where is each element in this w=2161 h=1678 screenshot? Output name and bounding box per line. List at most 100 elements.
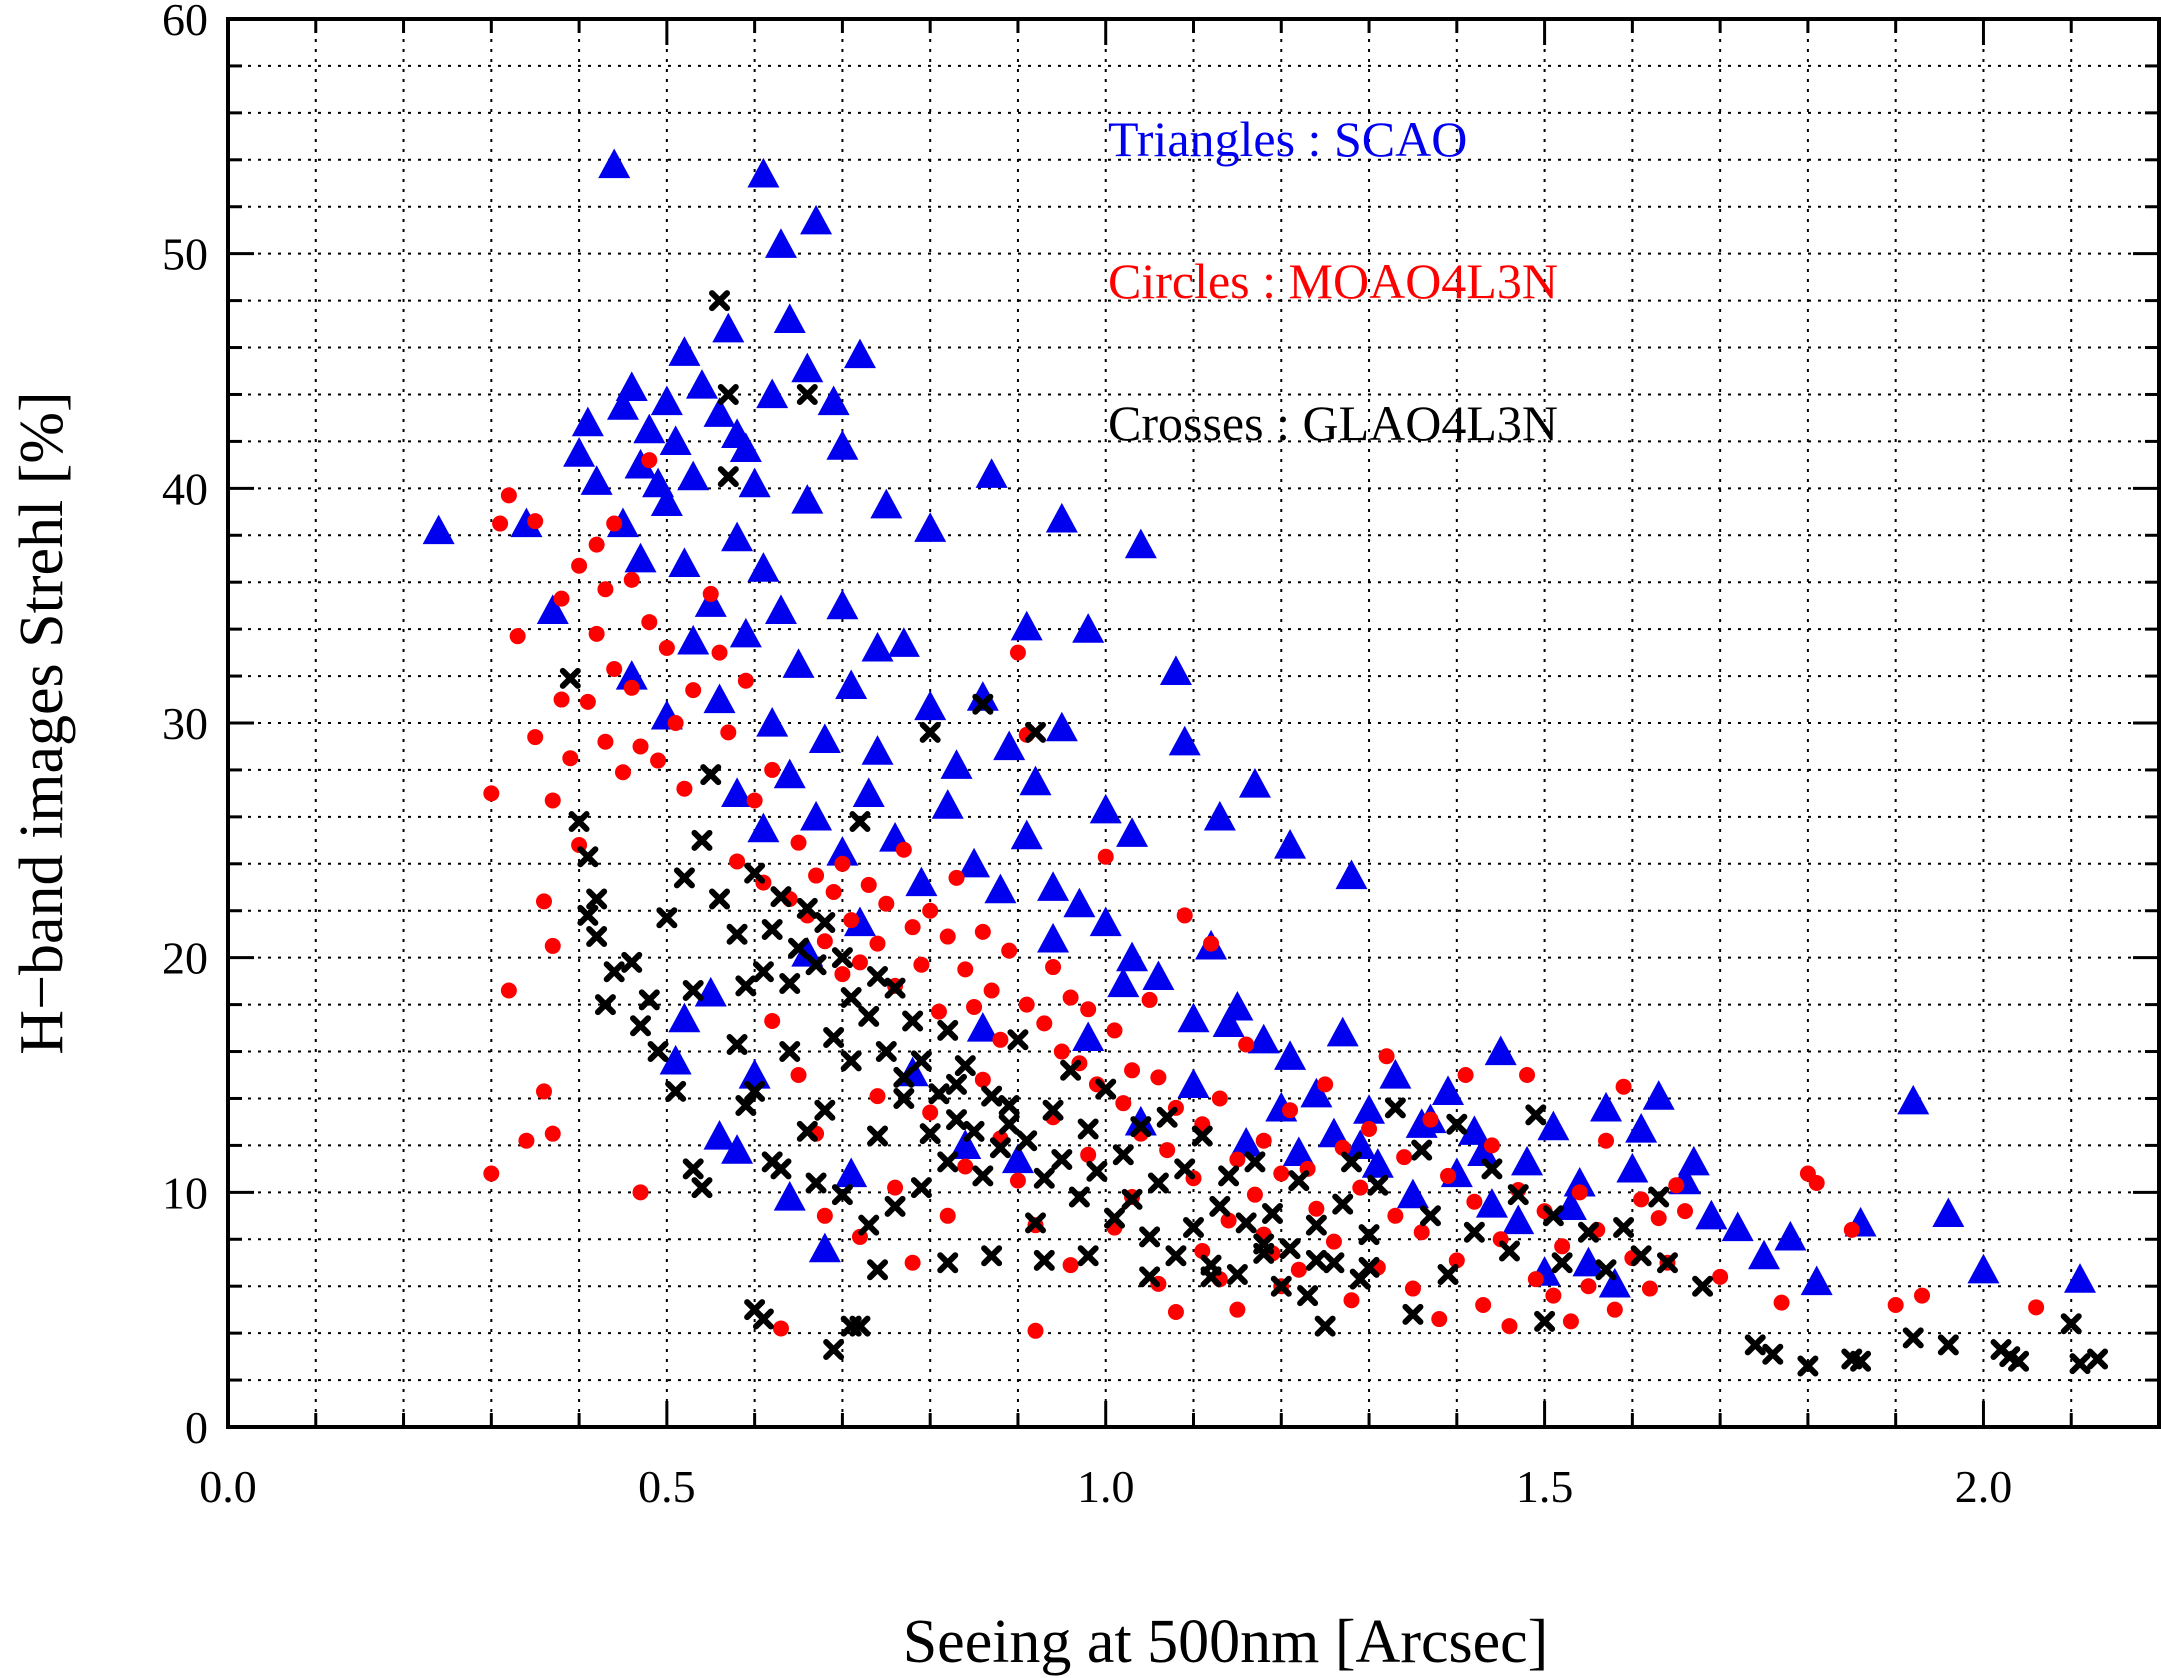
triangle-point bbox=[650, 385, 683, 416]
circle-point bbox=[922, 902, 939, 919]
circle-point bbox=[658, 639, 675, 656]
triangle-point bbox=[1037, 871, 1070, 901]
cross-point bbox=[902, 1010, 924, 1032]
triangle-point bbox=[1554, 1190, 1587, 1221]
circle-point bbox=[527, 513, 544, 530]
circle-point bbox=[641, 614, 658, 631]
circle-point bbox=[974, 923, 991, 940]
triangle-point bbox=[773, 758, 806, 789]
cross-point bbox=[1446, 1113, 1468, 1135]
circle-point bbox=[1448, 1252, 1465, 1269]
cross-point bbox=[1305, 1214, 1327, 1236]
x-axis-title: Seeing at 500nm [Arcsec] bbox=[903, 1608, 1549, 1676]
cross-point bbox=[673, 867, 695, 889]
triangle-point bbox=[1116, 817, 1149, 847]
triangle-point bbox=[800, 204, 833, 235]
triangle-point bbox=[624, 448, 657, 479]
circle-point bbox=[1712, 1268, 1729, 1285]
circle-point bbox=[2028, 1299, 2045, 1316]
circle-point bbox=[1308, 1200, 1325, 1217]
triangle-point bbox=[852, 777, 885, 807]
triangle-point bbox=[747, 157, 780, 188]
triangle-point bbox=[1326, 1016, 1359, 1047]
cross-point bbox=[867, 1125, 889, 1147]
y-axis-title: H−band images Strehl [%] bbox=[8, 391, 76, 1054]
cross-point bbox=[726, 923, 748, 945]
cross-point bbox=[1340, 1151, 1362, 1173]
cross-point bbox=[1200, 1266, 1222, 1288]
triangle-point bbox=[677, 624, 710, 655]
circle-point bbox=[1483, 1137, 1500, 1154]
triangle-point bbox=[1625, 1112, 1658, 1143]
triangle-point bbox=[791, 352, 824, 383]
grid-lines bbox=[228, 19, 2159, 1427]
cross-point bbox=[1270, 1275, 1292, 1297]
triangle-point bbox=[1010, 819, 1043, 850]
circle-point bbox=[623, 679, 640, 696]
circle-point bbox=[1141, 991, 1158, 1008]
triangle-point bbox=[773, 1181, 806, 1211]
circle-point bbox=[1106, 1022, 1123, 1039]
circle-point bbox=[1633, 1191, 1650, 1208]
circle-point bbox=[685, 682, 702, 699]
cross-point bbox=[1358, 1224, 1380, 1246]
triangle-point bbox=[659, 1044, 692, 1075]
cross-point bbox=[586, 888, 608, 910]
circle-point bbox=[1343, 1292, 1360, 1309]
circle-point bbox=[1282, 1102, 1299, 1119]
cross-point bbox=[1235, 1212, 1257, 1234]
cross-point bbox=[937, 1019, 959, 1041]
cross-point bbox=[568, 811, 590, 833]
triangle-point bbox=[422, 514, 455, 545]
cross-point bbox=[919, 1123, 941, 1145]
triangle-point bbox=[1089, 793, 1122, 824]
circle-point bbox=[1045, 959, 1062, 976]
circle-point bbox=[632, 738, 649, 755]
cross-point bbox=[1305, 1249, 1327, 1271]
cross-point bbox=[858, 1005, 880, 1027]
cross-point bbox=[1095, 1078, 1117, 1100]
cross-point bbox=[796, 1120, 818, 1142]
circle-point bbox=[1914, 1287, 1931, 1304]
circle-point bbox=[1176, 907, 1193, 924]
circle-point bbox=[553, 691, 570, 708]
triangle-point bbox=[580, 465, 613, 495]
triangle-point bbox=[835, 669, 868, 700]
triangle-point bbox=[1072, 613, 1105, 643]
cross-point bbox=[2087, 1348, 2109, 1370]
circle-point bbox=[1080, 1001, 1097, 1018]
circle-point bbox=[1641, 1280, 1658, 1297]
triangle-point bbox=[703, 1120, 736, 1150]
triangle-point bbox=[826, 836, 859, 866]
circle-point bbox=[527, 729, 544, 746]
triangle-point bbox=[914, 512, 947, 542]
cross-point bbox=[2069, 1353, 2091, 1375]
cross-point bbox=[1507, 1184, 1529, 1206]
triangle-point bbox=[861, 631, 894, 662]
triangle-point bbox=[861, 735, 894, 765]
circle-point bbox=[922, 1104, 939, 1121]
triangle-point bbox=[729, 432, 762, 463]
circle-point bbox=[1159, 1142, 1176, 1159]
cross-point bbox=[735, 975, 757, 997]
circle-point bbox=[1167, 1304, 1184, 1321]
circle-point bbox=[1773, 1294, 1790, 1311]
circle-point bbox=[1887, 1296, 1904, 1313]
cross-point bbox=[981, 1245, 1003, 1267]
triangle-point bbox=[1274, 1040, 1307, 1070]
cross-point bbox=[594, 994, 616, 1016]
circle-point bbox=[676, 780, 693, 797]
circle-point bbox=[1246, 1186, 1263, 1203]
circle-point bbox=[1220, 1212, 1237, 1229]
circle-point bbox=[790, 1067, 807, 1083]
cross-point bbox=[603, 961, 625, 983]
triangle-point bbox=[571, 406, 604, 437]
triangle-point bbox=[1282, 1136, 1315, 1167]
cross-point bbox=[2060, 1313, 2082, 1335]
triangle-point bbox=[1396, 1178, 1429, 1209]
circle-point bbox=[579, 693, 596, 710]
triangle-point bbox=[887, 627, 920, 657]
cross-point bbox=[1165, 1245, 1187, 1267]
cross-point bbox=[1551, 1252, 1573, 1274]
cross-point bbox=[823, 1026, 845, 1048]
